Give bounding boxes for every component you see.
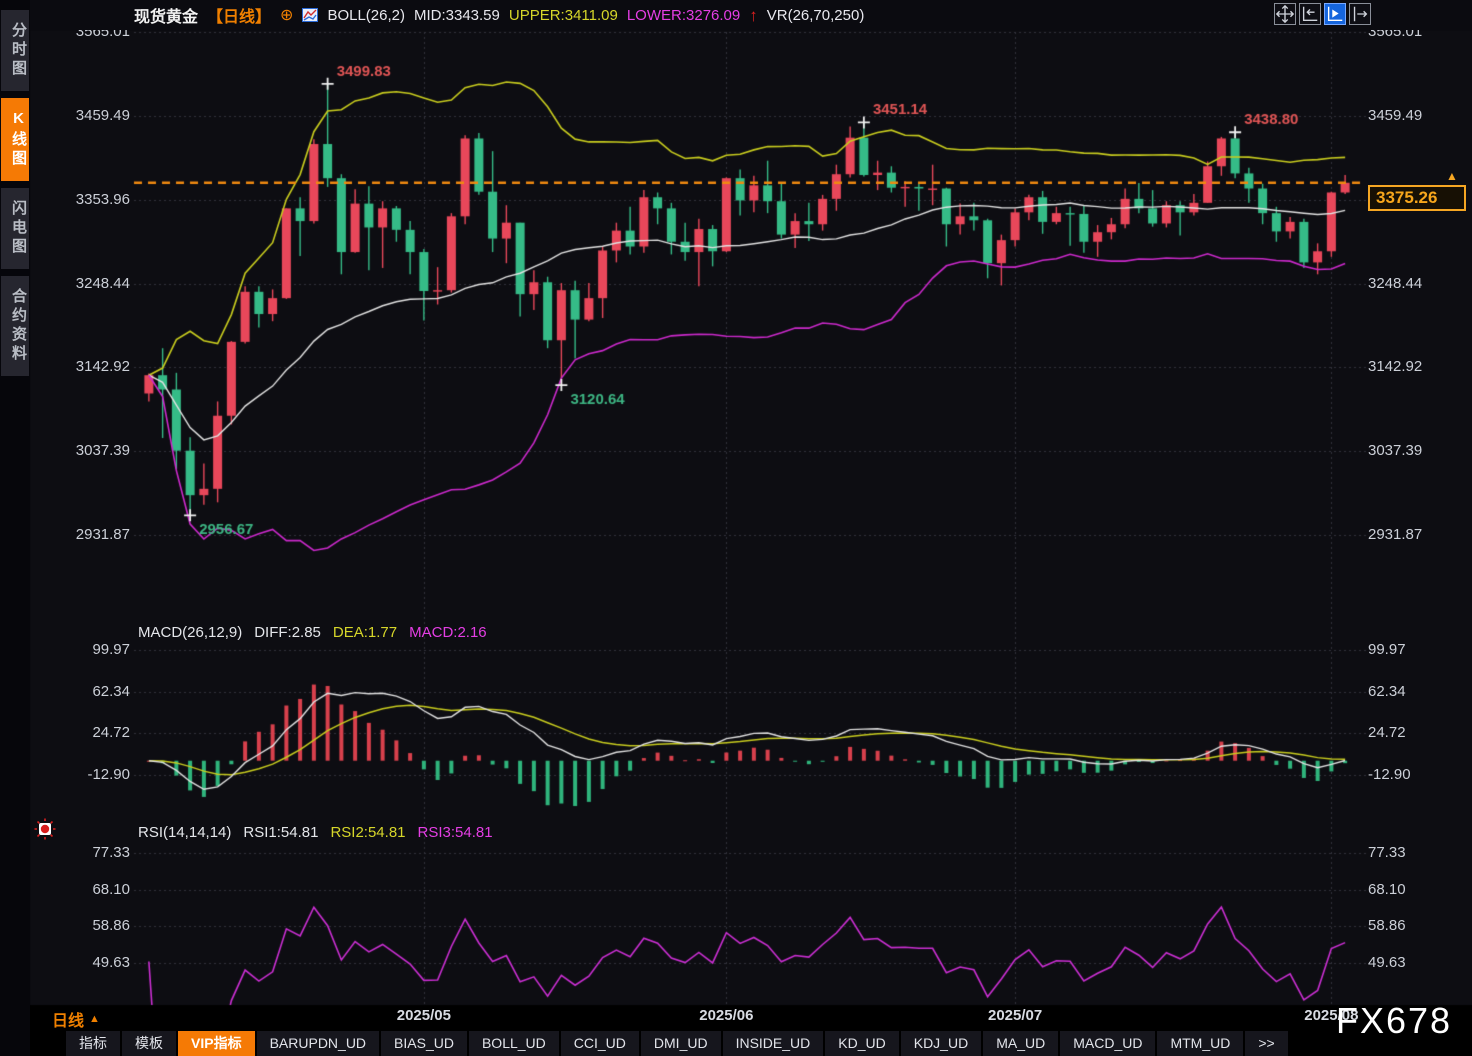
crosshair-tool-button[interactable] bbox=[1274, 3, 1296, 25]
period-selector[interactable]: 日线 ▲ bbox=[52, 1007, 100, 1031]
instrument-title: 现货黄金 bbox=[134, 9, 199, 26]
macd-macd-value: MACD:2.16 bbox=[409, 624, 487, 641]
tab-inside-ud[interactable]: INSIDE_UD bbox=[722, 1031, 824, 1056]
tab-boll-ud[interactable]: BOLL_UD bbox=[468, 1031, 559, 1056]
tab-vip-indicators[interactable]: VIP指标 bbox=[178, 1031, 255, 1056]
rsi-header: RSI(14,14,14) RSI1:54.81 RSI2:54.81 RSI3… bbox=[138, 824, 493, 841]
period-triangle-icon: ▲ bbox=[89, 1013, 100, 1025]
tab-kd-ud[interactable]: KD_UD bbox=[825, 1031, 899, 1056]
pan-right-tool-button[interactable] bbox=[1349, 3, 1371, 25]
tab-mtm-ud[interactable]: MTM_UD bbox=[1157, 1031, 1244, 1056]
pan-left-tool-button[interactable] bbox=[1299, 3, 1321, 25]
tab-kdj-ud[interactable]: KDJ_UD bbox=[900, 1031, 982, 1056]
rsi1-value: RSI1:54.81 bbox=[243, 824, 319, 841]
mini-chart-icon bbox=[302, 8, 319, 22]
macd-name-label: MACD(26,12,9) bbox=[138, 624, 243, 641]
tab-templates[interactable]: 模板 bbox=[122, 1031, 176, 1056]
watermark: FX678 bbox=[1336, 1000, 1453, 1041]
macd-dea-value: DEA:1.77 bbox=[332, 624, 398, 641]
hot-indicator-icon[interactable] bbox=[34, 818, 56, 845]
sidebar-item-contract-info[interactable]: 合约资料 bbox=[1, 276, 29, 376]
auto-play-tool-button[interactable] bbox=[1324, 3, 1346, 25]
sidebar: 分时图 K线图闪电图合约资料 bbox=[0, 0, 30, 1056]
x-axis-label: 2025/07 bbox=[988, 1007, 1043, 1024]
tab-indicators[interactable]: 指标 bbox=[66, 1031, 120, 1056]
indicator-tab-bar: 指标 模板 VIP指标 BARUPDN_UD BIAS_UD BOLL_UD CCI_UD D… bbox=[66, 1031, 1288, 1056]
tab-bias-ud[interactable]: BIAS_UD bbox=[381, 1031, 467, 1056]
macd-diff-value: DIFF:2.85 bbox=[254, 624, 321, 641]
period-selector-label: 日线 bbox=[52, 1013, 85, 1030]
tab-more[interactable]: >> bbox=[1245, 1031, 1288, 1056]
period-label[interactable]: 【日线】 bbox=[207, 9, 272, 26]
add-indicator-icon[interactable]: ⊕ bbox=[280, 7, 294, 24]
last-price-box: 3375.26 bbox=[1368, 184, 1466, 211]
tab-ma-ud[interactable]: MA_UD bbox=[983, 1031, 1059, 1056]
chart-toolbar bbox=[1274, 3, 1371, 25]
boll-mid-value: MID:3343.59 bbox=[413, 6, 500, 24]
top-bar: 现货黄金 【日线】 ⊕ BOLL(26,2) MID:3343.59 UPPER… bbox=[30, 0, 1472, 30]
tab-barupdn-ud[interactable]: BARUPDN_UD bbox=[256, 1031, 380, 1056]
sidebar-item-flash-chart[interactable]: 闪电图 bbox=[1, 188, 29, 269]
sidebar-item-kline-chart[interactable]: K线图 bbox=[1, 98, 29, 181]
boll-lower-value: LOWER:3276.09 bbox=[626, 6, 741, 24]
rsi2-value: RSI2:54.81 bbox=[330, 824, 406, 841]
rsi3-value: RSI3:54.81 bbox=[417, 824, 493, 841]
tab-dmi-ud[interactable]: DMI_UD bbox=[640, 1031, 721, 1056]
price-up-arrow-icon: ▲ bbox=[1446, 168, 1458, 183]
x-axis-label: 2025/06 bbox=[699, 1007, 754, 1024]
vr-label: VR(26,70,250) bbox=[766, 6, 865, 24]
boll-upper-value: UPPER:3411.09 bbox=[508, 6, 618, 24]
x-axis-label: 2025/05 bbox=[396, 1007, 451, 1024]
rsi-name-label: RSI(14,14,14) bbox=[138, 824, 232, 841]
tab-macd-ud[interactable]: MACD_UD bbox=[1060, 1031, 1156, 1056]
macd-header: MACD(26,12,9) DIFF:2.85 DEA:1.77 MACD:2.… bbox=[138, 624, 487, 641]
up-arrow-icon: ↑ bbox=[749, 5, 758, 25]
x-axis-label: 2025/08 bbox=[1304, 1007, 1359, 1024]
sidebar-item-time-chart[interactable]: 分时图 bbox=[1, 10, 29, 91]
boll-label: BOLL(26,2) bbox=[327, 6, 405, 24]
tab-cci-ud[interactable]: CCI_UD bbox=[560, 1031, 639, 1056]
